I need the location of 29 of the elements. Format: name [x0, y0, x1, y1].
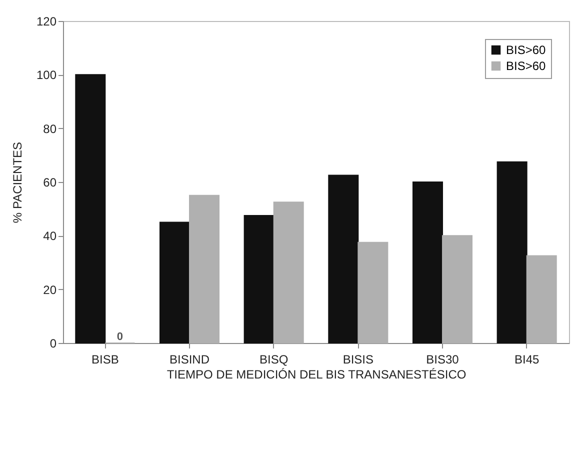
x-tick-label: BISIS — [342, 352, 374, 366]
y-tick-label: 20 — [43, 282, 57, 297]
data-label: 0 — [116, 331, 123, 343]
y-tick-label: 40 — [43, 229, 57, 244]
x-tick-label: BISQ — [259, 352, 288, 366]
y-axis-title: % PACIENTES — [10, 142, 24, 224]
y-tick-label: 120 — [36, 14, 57, 28]
x-tick-label: BISB — [91, 352, 119, 366]
bar — [526, 255, 557, 344]
bar — [159, 222, 190, 344]
y-tick-label: 0 — [50, 336, 57, 350]
legend-label: BIS>60 — [506, 43, 546, 57]
bar — [358, 242, 388, 344]
bar — [244, 215, 274, 344]
y-tick-label: 80 — [43, 122, 57, 136]
bar — [412, 182, 443, 344]
bar — [328, 174, 359, 344]
y-tick-label: 60 — [43, 176, 57, 190]
x-axis-title: TIEMPO DE MEDICIÓN DEL BIS TRANSANESTÉSICO — [166, 368, 466, 382]
x-tick-label: BIS30 — [426, 352, 460, 366]
x-tick-label: BI45 — [514, 352, 540, 366]
x-tick-label: BISIND — [169, 352, 210, 366]
bar — [496, 161, 528, 344]
legend-label: BIS>60 — [506, 59, 546, 73]
bar — [189, 194, 220, 344]
bar — [75, 74, 106, 344]
bar — [273, 202, 304, 344]
bar — [442, 235, 473, 344]
y-tick-label: 100 — [36, 68, 57, 82]
